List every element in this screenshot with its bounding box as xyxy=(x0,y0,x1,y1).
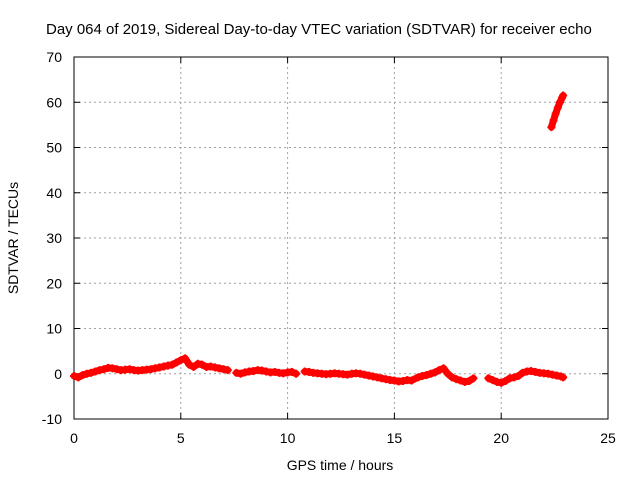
x-tick-label: 20 xyxy=(493,430,509,446)
x-tick-label: 25 xyxy=(600,430,616,446)
y-tick-label: 30 xyxy=(46,230,62,246)
series-trail xyxy=(220,365,232,374)
grid xyxy=(74,57,608,419)
x-tick-label: 5 xyxy=(177,430,185,446)
y-tick-label: 10 xyxy=(46,321,62,337)
y-tick-label: 40 xyxy=(46,185,62,201)
series-trail xyxy=(558,91,567,102)
series-trail xyxy=(288,368,300,378)
data-points xyxy=(70,91,568,387)
y-tick-label: 70 xyxy=(46,49,62,65)
x-tick-label: 15 xyxy=(387,430,403,446)
x-tick-label: 0 xyxy=(70,430,78,446)
y-tick-label: -10 xyxy=(42,411,62,427)
chart-title: Day 064 of 2019, Sidereal Day-to-day VTE… xyxy=(46,21,592,38)
x-axis-label: GPS time / hours xyxy=(287,457,394,473)
series-trail xyxy=(465,374,477,385)
axis-ticks: 0 5 10 15 20 25 -10 0 10 20 30 40 50 60 70 xyxy=(42,49,616,446)
y-tick-label: 0 xyxy=(54,366,62,382)
y-axis-label: SDTVAR / TECUs xyxy=(5,182,21,294)
series-trail xyxy=(557,372,567,381)
y-tick-label: 20 xyxy=(46,275,62,291)
y-tick-label: 50 xyxy=(46,140,62,156)
y-tick-label: 60 xyxy=(46,94,62,110)
x-tick-label: 10 xyxy=(280,430,296,446)
